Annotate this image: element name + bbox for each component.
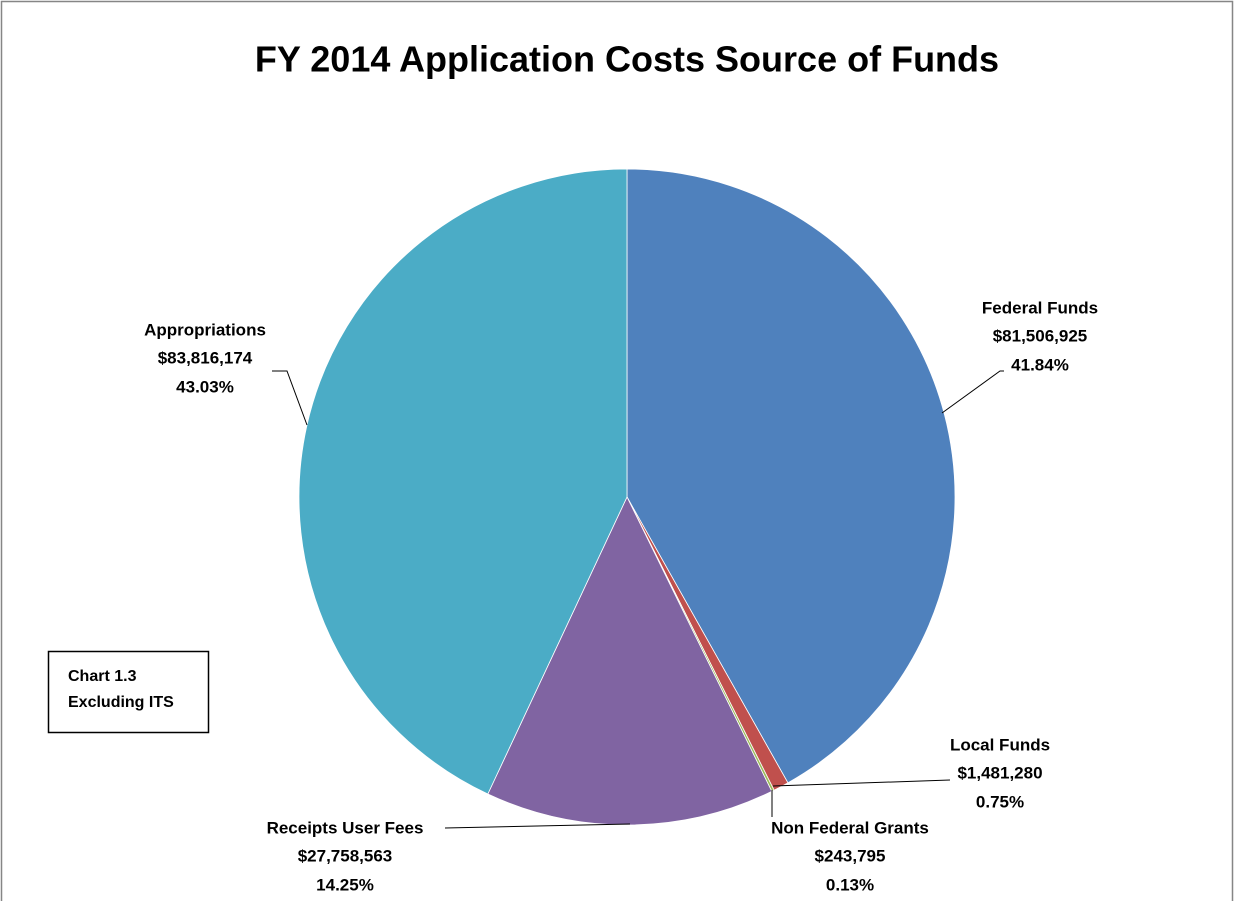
pie-slice xyxy=(626,168,956,784)
annotation: Excluding ITS xyxy=(68,694,174,711)
slice-label: Non Federal Grants xyxy=(771,818,929,837)
leader-line xyxy=(272,370,308,426)
value-label: $1,481,280 xyxy=(957,763,1042,782)
percent-label: 14.25% xyxy=(316,875,374,894)
leader-line xyxy=(772,779,951,787)
pie-slice xyxy=(298,168,628,795)
slice-label: Federal Funds xyxy=(982,298,1098,317)
slice-label: Local Funds xyxy=(950,735,1050,754)
annotation-box xyxy=(47,650,210,734)
slice-label: Appropriations xyxy=(144,320,266,339)
pie xyxy=(298,168,956,826)
value-label: $81,506,925 xyxy=(993,326,1088,345)
percent-label: 0.13% xyxy=(826,875,874,894)
percent-label: 0.75% xyxy=(976,792,1024,811)
pie-slice xyxy=(487,496,773,826)
value-label: $27,758,563 xyxy=(298,846,393,865)
value-label: $243,795 xyxy=(815,846,886,865)
chart-title: FY 2014 Application Costs Source of Fund… xyxy=(255,39,999,80)
value-label: $83,816,174 xyxy=(158,348,253,367)
percent-label: 41.84% xyxy=(1011,355,1069,374)
percent-label: 43.03% xyxy=(176,377,234,396)
slice-label: Receipts User Fees xyxy=(267,818,424,837)
annotation: Chart 1.3 xyxy=(68,668,137,685)
leader-line xyxy=(444,823,631,829)
leader-line xyxy=(941,370,1004,414)
